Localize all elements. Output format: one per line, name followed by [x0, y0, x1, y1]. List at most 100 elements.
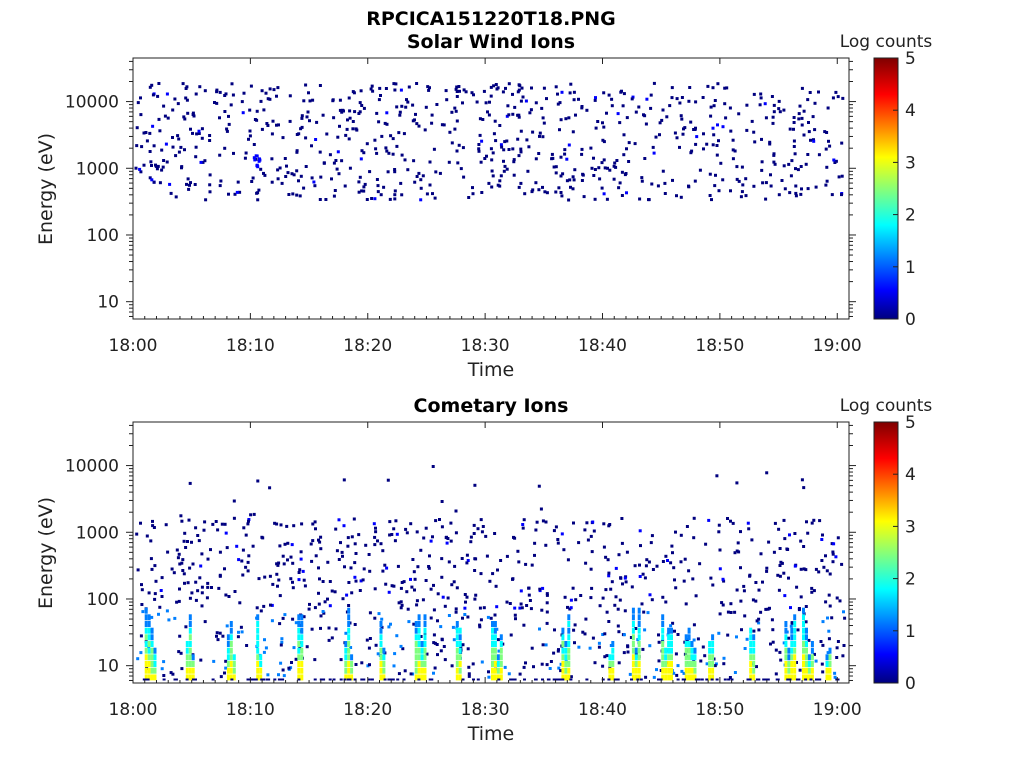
- heatmap-cell: [661, 627, 665, 634]
- heatmap-cell: [194, 526, 198, 530]
- heatmap-cell: [530, 563, 534, 567]
- heatmap-cell: [285, 524, 289, 528]
- heatmap-cell: [661, 621, 665, 627]
- heatmap-cell: [799, 165, 803, 168]
- heatmap-cell: [180, 519, 184, 523]
- heatmap-cell: [216, 528, 220, 532]
- heatmap-cell: [524, 562, 528, 566]
- heatmap-cell: [457, 143, 461, 147]
- heatmap-cell: [268, 486, 272, 490]
- heatmap-cell: [567, 654, 571, 661]
- heatmap-cell: [327, 626, 331, 630]
- heatmap-cell: [463, 613, 467, 616]
- heatmap-cell: [538, 587, 542, 591]
- heatmap-cell: [458, 674, 462, 681]
- heatmap-cell: [787, 576, 790, 580]
- heatmap-cell: [830, 616, 834, 620]
- heatmap-cell: [259, 674, 263, 681]
- heatmap-cell: [224, 593, 228, 597]
- heatmap-cell: [387, 590, 391, 594]
- heatmap-cell: [761, 181, 765, 185]
- heatmap-cell: [238, 190, 242, 194]
- heatmap-cell: [490, 169, 494, 173]
- colorbar-tick-label: 2: [905, 570, 916, 590]
- heatmap-cell: [247, 518, 251, 521]
- heatmap-cell: [326, 560, 330, 564]
- heatmap-cell: [465, 561, 469, 565]
- heatmap-cell: [262, 171, 265, 175]
- heatmap-cell: [280, 640, 284, 644]
- heatmap-cell: [297, 634, 301, 641]
- heatmap-cell: [679, 560, 683, 564]
- heatmap-cell: [674, 530, 677, 534]
- heatmap-cell: [360, 661, 364, 665]
- heatmap-cell: [605, 111, 608, 115]
- heatmap-cell: [399, 600, 403, 604]
- heatmap-cell: [705, 142, 709, 146]
- heatmap-cell: [471, 662, 475, 666]
- heatmap-cell: [241, 548, 245, 552]
- heatmap-cell: [560, 90, 564, 94]
- heatmap-cell: [139, 96, 142, 100]
- heatmap-cell: [385, 149, 389, 153]
- heatmap-cell: [153, 674, 157, 681]
- heatmap-cell: [277, 578, 281, 582]
- heatmap-cell: [440, 500, 444, 503]
- heatmap-cell: [281, 668, 285, 672]
- heatmap-cell: [224, 531, 228, 535]
- heatmap-cell: [802, 661, 805, 667]
- heatmap-cell: [501, 90, 505, 94]
- heatmap-cell: [567, 674, 571, 681]
- heatmap-cell: [184, 87, 188, 90]
- heatmap-cell: [454, 531, 458, 535]
- heatmap-cell: [637, 627, 641, 634]
- heatmap-cell: [373, 587, 377, 591]
- heatmap-cell: [670, 634, 673, 641]
- heatmap-cell: [455, 641, 459, 647]
- heatmap-cell: [764, 116, 768, 120]
- heatmap-cell: [633, 142, 637, 146]
- heatmap-cell: [227, 122, 231, 126]
- heatmap-cell: [721, 577, 725, 581]
- heatmap-cell: [614, 566, 618, 570]
- heatmap-cell: [690, 149, 694, 153]
- heatmap-cell: [745, 637, 749, 641]
- heatmap-cell: [336, 150, 340, 154]
- heatmap-cell: [146, 678, 150, 681]
- heatmap-cell: [573, 168, 577, 172]
- heatmap-cell: [592, 156, 595, 160]
- heatmap-cell: [600, 161, 604, 165]
- heatmap-cell: [748, 574, 752, 578]
- heatmap-cell: [326, 597, 329, 601]
- heatmap-cell: [550, 152, 554, 156]
- heatmap-cell: [185, 674, 189, 681]
- heatmap-cell: [793, 667, 797, 674]
- heatmap-cell: [142, 131, 146, 135]
- heatmap-cell: [812, 518, 816, 522]
- heatmap-cell: [160, 667, 164, 671]
- heatmap-cell: [272, 88, 276, 92]
- heatmap-cell: [142, 163, 146, 167]
- heatmap-cell: [805, 634, 808, 641]
- heatmap-cell: [493, 634, 497, 641]
- heatmap-cell: [692, 623, 696, 627]
- heatmap-cell: [377, 98, 381, 102]
- heatmap-cell: [176, 134, 180, 138]
- heatmap-cell: [766, 607, 770, 611]
- heatmap-cell: [379, 661, 383, 667]
- heatmap-cell: [310, 627, 314, 631]
- heatmap-cell: [455, 149, 459, 153]
- heatmap-cell: [793, 647, 797, 654]
- heatmap-cell: [772, 550, 776, 554]
- heatmap-cell: [637, 641, 641, 647]
- heatmap-cell: [229, 674, 233, 681]
- heatmap-cell: [471, 186, 474, 190]
- heatmap-cell: [147, 647, 151, 654]
- heatmap-cell: [572, 178, 576, 182]
- heatmap-cell: [530, 190, 534, 194]
- heatmap-cell: [693, 661, 697, 667]
- heatmap-cell: [151, 524, 155, 528]
- heatmap-cell: [182, 115, 186, 119]
- heatmap-cell: [593, 661, 597, 665]
- heatmap-cell: [232, 661, 236, 667]
